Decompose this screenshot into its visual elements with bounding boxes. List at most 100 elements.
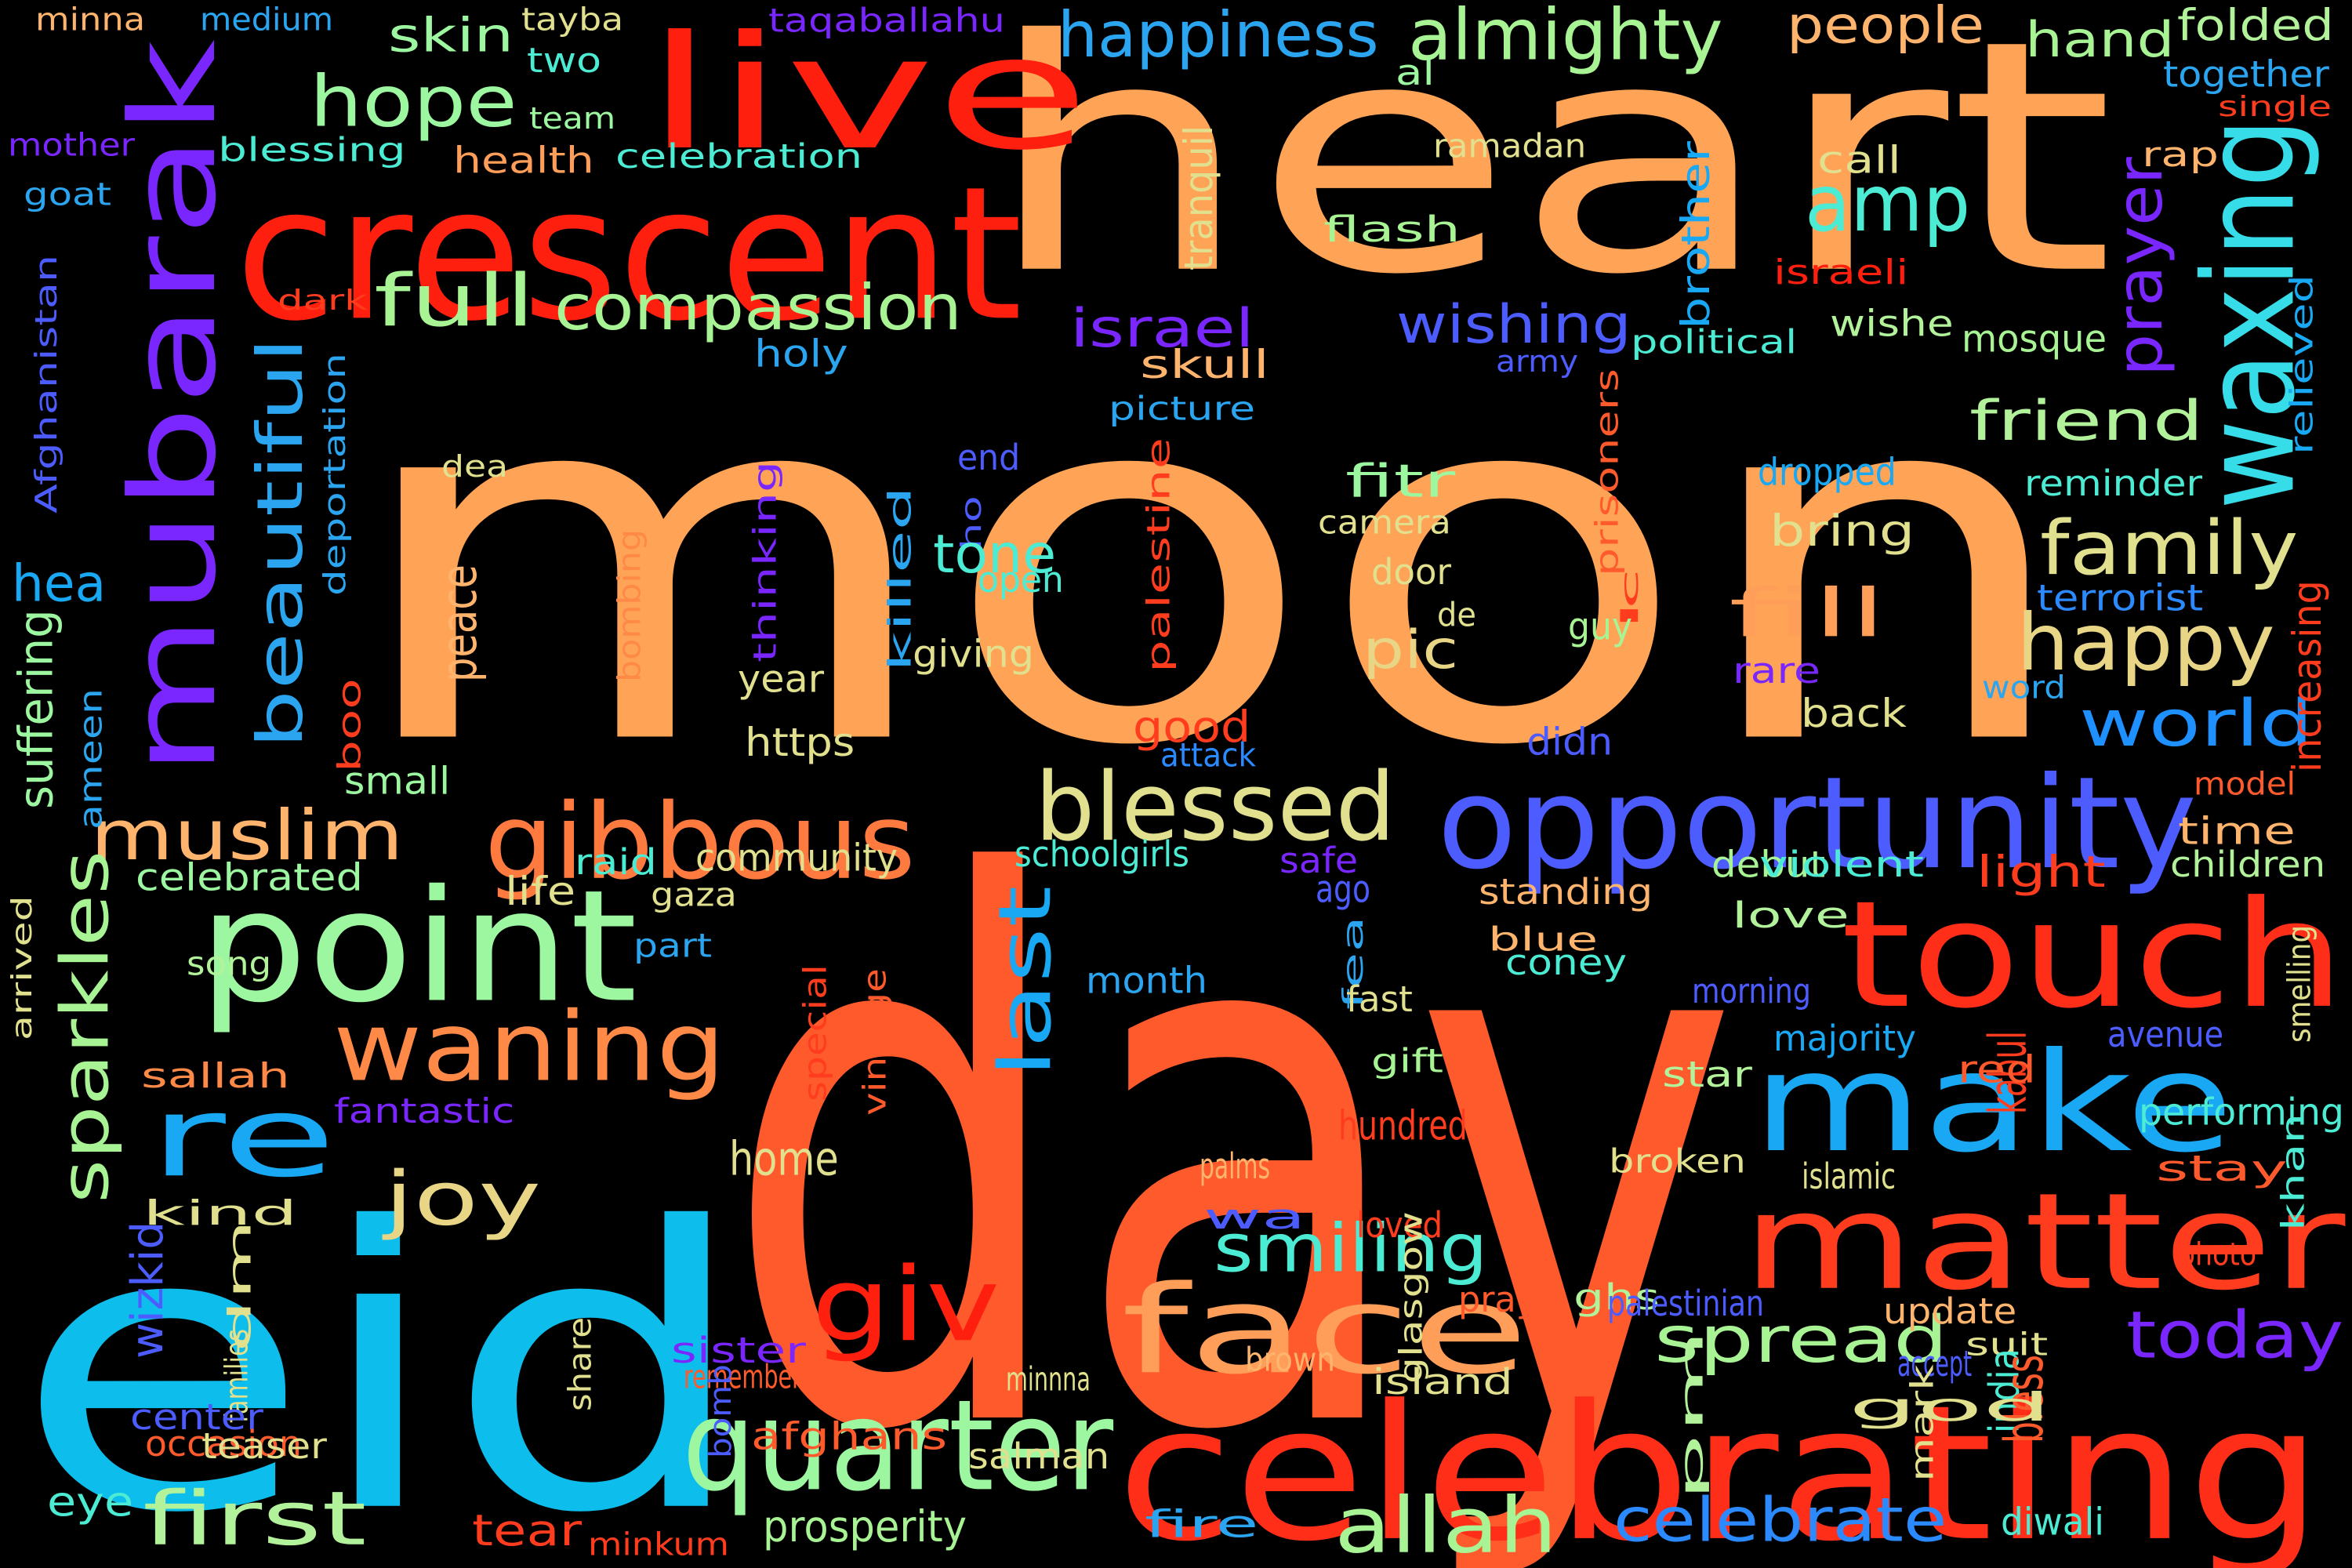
word-coney: coney xyxy=(1505,941,1628,983)
word-word: word xyxy=(1982,669,2066,706)
word-prisoners: prisoners xyxy=(1588,368,1626,576)
word-morning: morning xyxy=(1692,971,1811,1011)
word-love: love xyxy=(1732,894,1849,936)
word-flash: flash xyxy=(1323,208,1461,250)
word-accept: accept xyxy=(1897,1342,1973,1385)
word-heart: heart xyxy=(984,0,2115,346)
word-taqaballahu: taqaballahu xyxy=(768,1,1005,40)
word-song: song xyxy=(187,944,272,983)
word-bombing: bombing xyxy=(611,528,648,682)
word-al: al xyxy=(1396,51,1436,93)
word-year: year xyxy=(738,656,825,701)
word-relieved: relieved xyxy=(2283,274,2321,455)
word-de: de xyxy=(1437,595,1476,634)
word-loved: loved xyxy=(1356,1203,1443,1246)
word-deportation: deportation xyxy=(317,353,353,596)
word-fitr: fitr xyxy=(1345,454,1456,508)
word-tear: tear xyxy=(472,1505,583,1556)
word-dark: dark xyxy=(278,283,368,317)
word-schoolgirls: schoolgirls xyxy=(1014,833,1189,875)
word-vintage: vintage xyxy=(856,968,894,1116)
word-rare: rare xyxy=(1733,649,1820,691)
word-family: family xyxy=(2040,504,2299,592)
word-wizkid: wizkid xyxy=(121,1221,173,1359)
word-minkum: minkum xyxy=(588,1526,730,1563)
word-sallah: sallah xyxy=(141,1055,290,1096)
word-together: together xyxy=(2163,53,2329,96)
word-bomb: bomb xyxy=(702,1364,739,1458)
word-camera: camera xyxy=(1318,503,1451,542)
word-attack: attack xyxy=(1160,735,1256,775)
word-update: update xyxy=(1883,1290,2017,1332)
word-goat: goat xyxy=(24,176,112,213)
word-terrorist: terrorist xyxy=(2037,576,2204,619)
word-end: end xyxy=(957,436,1021,478)
word-peace: peace xyxy=(430,564,488,682)
word-amp: amp xyxy=(1805,158,1971,249)
word-fast: fast xyxy=(1346,978,1413,1020)
word-single: single xyxy=(2218,89,2332,123)
word-performing: performing xyxy=(2139,1090,2344,1134)
word-light: light xyxy=(1976,847,2106,898)
word-stay: stay xyxy=(2156,1147,2288,1189)
word-special: special xyxy=(797,964,834,1102)
word-two: two xyxy=(527,40,602,81)
word-quarter: quarter xyxy=(682,1372,1114,1519)
word-army: army xyxy=(1496,343,1579,379)
word-pm: pm xyxy=(1673,1329,1711,1501)
word-sister: sister xyxy=(671,1329,806,1371)
word-brown: brown xyxy=(1245,1340,1335,1379)
word-gift: gift xyxy=(1371,1041,1443,1080)
word-raid: raid xyxy=(575,840,657,883)
word-star: star xyxy=(1662,1053,1752,1095)
word-kind: kind xyxy=(143,1192,298,1233)
word-mother: mother xyxy=(8,126,135,164)
word-fire: fire xyxy=(1145,1501,1259,1546)
word-bring: bring xyxy=(1769,506,1915,557)
word-fill: fill xyxy=(1729,574,1887,652)
word-suit: suit xyxy=(1965,1326,2049,1363)
word-teaser: teaser xyxy=(201,1425,327,1467)
word-ghs: ghs xyxy=(1573,1276,1660,1318)
word-avenue: avenue xyxy=(2107,1013,2224,1055)
word-https: https xyxy=(745,719,855,765)
word-matter: matter xyxy=(1742,1163,2346,1320)
word-hea: hea xyxy=(12,554,107,614)
word-ramadan: ramadan xyxy=(1433,126,1587,165)
word-celebrate: celebrate xyxy=(1613,1483,1947,1556)
word-celebrated: celebrated xyxy=(136,855,363,899)
word-prosperity: prosperity xyxy=(763,1501,967,1552)
word-arrived: arrived xyxy=(5,895,38,1040)
word-community: community xyxy=(695,835,898,880)
word-salman: salman xyxy=(968,1435,1110,1477)
word-people: people xyxy=(1787,0,1984,56)
word-dea: dea xyxy=(441,448,509,485)
word-health: health xyxy=(453,139,594,182)
word-face: face xyxy=(1121,1259,1529,1402)
word-re: re xyxy=(149,1072,337,1203)
word-open: open xyxy=(978,558,1064,601)
word-team: team xyxy=(529,100,616,136)
word-reminder: reminder xyxy=(2024,462,2203,504)
word-island: island xyxy=(1372,1360,1513,1403)
word-broken: broken xyxy=(1609,1142,1746,1181)
word-photo: photo xyxy=(2178,1236,2257,1273)
word-make: make xyxy=(1752,1022,2234,1183)
word-small: small xyxy=(344,758,451,803)
word-opportunity: opportunity xyxy=(1437,749,2198,898)
word-hand: hand xyxy=(2025,11,2175,68)
word-suffering: suffering xyxy=(8,609,64,809)
word-month: month xyxy=(1086,959,1207,1002)
word-red: red xyxy=(1958,1047,2036,1091)
word-wishe: wishe xyxy=(1830,302,1954,345)
word-guy: guy xyxy=(1568,604,1633,648)
word-occasion: occasion xyxy=(145,1422,302,1465)
word-skin: skin xyxy=(388,7,514,63)
word-children: children xyxy=(2170,843,2326,885)
word-almighty: almighty xyxy=(1408,0,1723,77)
word-spread: spread xyxy=(1654,1301,1948,1377)
word-safe: safe xyxy=(1279,839,1359,881)
word-picture: picture xyxy=(1109,389,1256,428)
word-palestine: palestine xyxy=(1140,437,1178,673)
